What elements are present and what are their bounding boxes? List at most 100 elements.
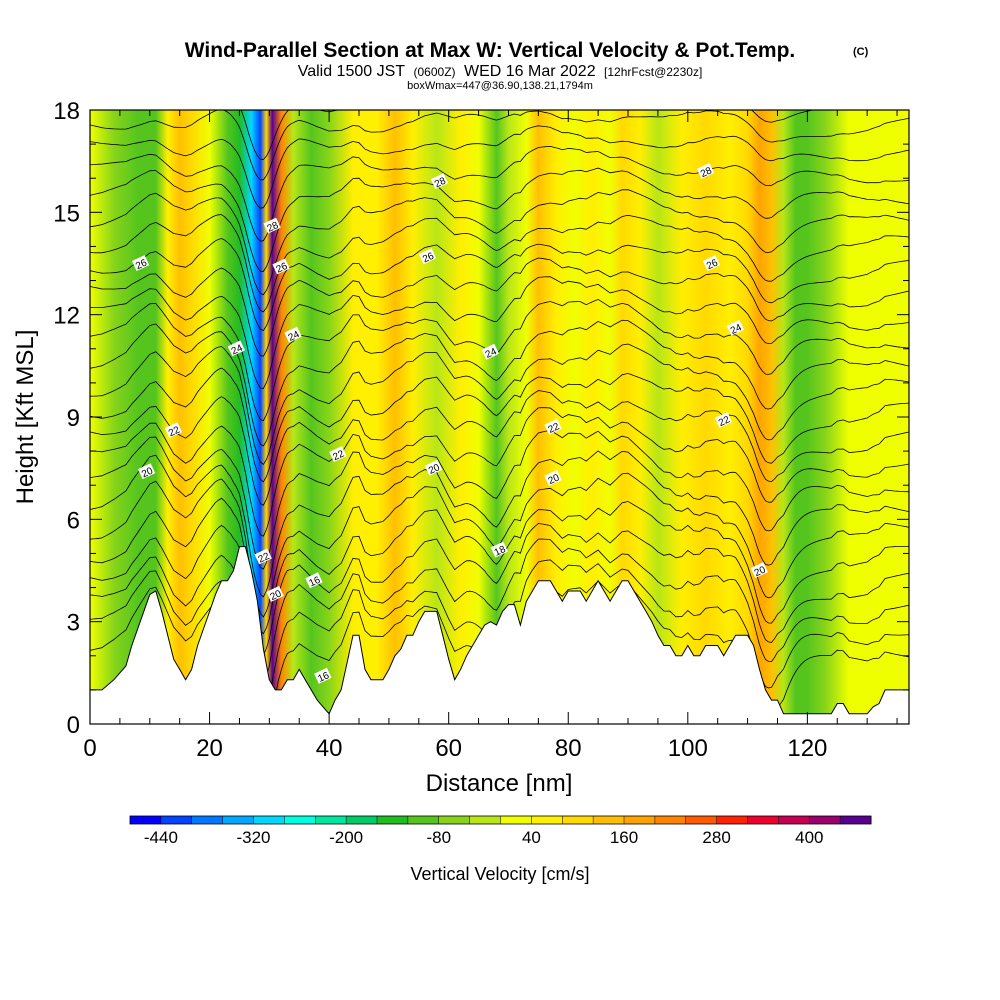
isentrope-line: [90, 276, 909, 389]
y-tick-label: 6: [67, 507, 80, 534]
contour-label-text: 22: [717, 414, 732, 429]
contour-label: 24: [284, 326, 302, 344]
contour-label-bg: [263, 217, 281, 234]
x-axis-label: Distance [nm]: [426, 770, 573, 797]
box-max-info: boxWmax=447@36.90,138.21,1794m: [407, 80, 593, 92]
contour-label-text: 22: [547, 421, 562, 436]
colorbar-tick-label: -200: [329, 828, 363, 847]
colorbar-swatch: [377, 816, 409, 824]
contour-label-bg: [266, 586, 284, 602]
colorbar-label: Vertical Velocity [cm/s]: [410, 864, 589, 884]
y-axis-label: Height [Kft MSL]: [12, 330, 39, 505]
colorbar-swatch: [222, 816, 255, 824]
contour-label-bg: [726, 319, 745, 336]
contour-label-text: 22: [167, 424, 182, 439]
colorbar-tick-label: -440: [144, 828, 178, 847]
colorbar-swatch: [438, 816, 471, 824]
colorbar-swatch: [500, 816, 532, 824]
x-tick-label: 80: [555, 735, 582, 762]
contour-label: 24: [481, 343, 499, 361]
isentrope-line: [90, 367, 909, 483]
contour-label: 28: [430, 173, 449, 190]
x-tick-label: 40: [316, 735, 343, 762]
contour-label-bg: [544, 418, 562, 435]
isentrope-line: [90, 497, 909, 635]
contour-label: 20: [424, 459, 443, 477]
contour-label-bg: [418, 248, 437, 265]
colorbar-swatch: [407, 816, 440, 824]
contour-label-text: 18: [493, 544, 508, 559]
y-tick-label: 12: [53, 303, 80, 330]
colorbar-swatch: [130, 816, 162, 824]
contour-label-text: 24: [729, 322, 744, 337]
contour-label: 28: [696, 163, 715, 180]
colorbar-swatch: [778, 816, 810, 824]
contour-label: 16: [305, 572, 323, 590]
contour-label: 20: [266, 586, 284, 603]
contour-label-bg: [314, 667, 332, 684]
y-tick-label: 9: [67, 405, 80, 432]
colorbar-swatch: [624, 816, 656, 824]
contour-label-text: 26: [421, 251, 436, 266]
copyright-mark: (C): [853, 46, 869, 58]
contour-label-bg: [254, 548, 272, 565]
contour-label-text: 22: [257, 551, 272, 566]
contour-label-text: 26: [134, 257, 149, 272]
contour-label: 20: [750, 562, 768, 579]
colorbar-swatch: [160, 816, 193, 824]
contour-label-text: 16: [307, 575, 322, 590]
contour-label: 26: [702, 255, 721, 272]
x-tick-label: 20: [196, 735, 223, 762]
colorbar-tick-label: -320: [236, 828, 270, 847]
contour-label-bg: [284, 326, 302, 343]
colorbar-swatch: [253, 816, 285, 824]
contour-label-bg: [164, 422, 183, 439]
isentrope-line: [90, 189, 909, 296]
contour-label: 18: [490, 541, 508, 559]
contour-label-text: 20: [140, 465, 155, 480]
colorbar-swatch: [840, 816, 872, 824]
colorbar-swatch: [593, 816, 625, 824]
contour-label-text: 26: [275, 261, 290, 276]
contour-label: 22: [164, 422, 183, 439]
contour-label-bg: [131, 255, 150, 271]
colorbar-swatch: [284, 816, 316, 824]
colorbar-tick-label: 280: [702, 828, 730, 847]
x-tick-label: 120: [787, 735, 827, 762]
contour-label-text: 24: [484, 346, 499, 361]
colorbar-swatch: [562, 816, 594, 824]
colorbar-ticks: -440 -320 -200 -80 40 160 280 400: [144, 828, 824, 847]
isentrope-line: [90, 238, 909, 331]
contour-label: 16: [314, 667, 332, 685]
contour-label: 24: [726, 319, 745, 337]
isentrope-line: [90, 450, 909, 598]
contour-label-text: 24: [230, 343, 245, 358]
forecast-info: [12hrFcst@2230z]: [604, 65, 702, 79]
x-tick-label: 100: [668, 735, 708, 762]
y-tick-label: 0: [67, 712, 80, 739]
valid-time-prefix: Valid 1500 JST: [298, 63, 406, 80]
contour-label-text: 26: [705, 257, 720, 272]
contour-label-text: 24: [287, 329, 302, 344]
contour-label-bg: [137, 463, 156, 480]
colorbar-tick-label: 160: [610, 828, 638, 847]
contour-label: 20: [137, 463, 156, 480]
isentrope-line: [90, 145, 909, 242]
contour-label-text: 20: [269, 588, 284, 603]
contour-label-bg: [714, 412, 733, 428]
isentrope-line: [90, 125, 909, 209]
contour-label-text: 28: [433, 175, 448, 190]
terrain-mask: [90, 546, 909, 724]
colorbar-swatch: [809, 816, 841, 824]
colorbar-swatch: [315, 816, 347, 824]
theta-contours: [90, 110, 909, 724]
contour-label-bg: [490, 541, 508, 558]
isentrope-line: [90, 110, 909, 181]
y-tick-label: 18: [53, 98, 80, 125]
colorbar-swatch: [346, 816, 378, 824]
contour-label: 26: [131, 255, 150, 272]
contour-label-bg: [272, 258, 290, 275]
contour-label-bg: [544, 470, 562, 486]
isentrope-line: [90, 167, 909, 272]
